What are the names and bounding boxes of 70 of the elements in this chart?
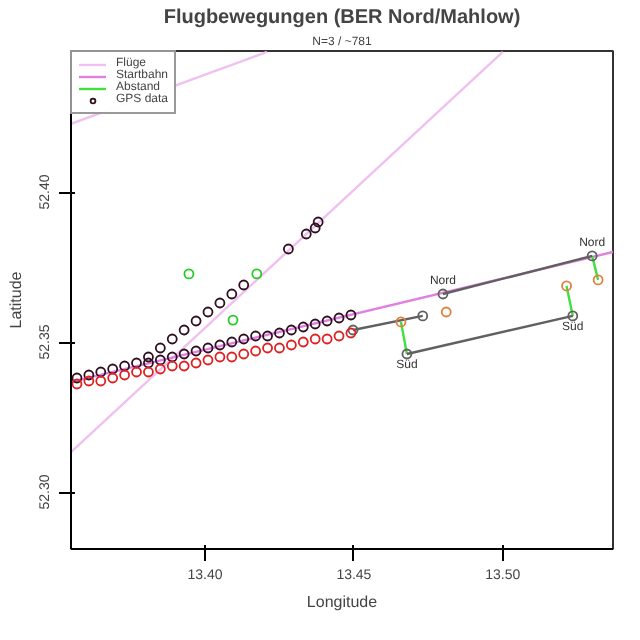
point — [251, 268, 263, 280]
point — [238, 348, 250, 360]
point — [262, 330, 273, 342]
point — [107, 363, 119, 375]
point — [250, 345, 262, 357]
point — [202, 306, 214, 318]
point — [321, 333, 333, 345]
point — [309, 333, 321, 345]
point — [285, 324, 297, 336]
point — [274, 342, 285, 354]
point — [214, 297, 226, 309]
point — [300, 228, 312, 240]
point — [190, 315, 202, 327]
point — [83, 369, 95, 381]
y-axis-title: Latitude — [7, 270, 25, 329]
point — [312, 216, 324, 228]
point — [95, 366, 107, 378]
point — [119, 369, 130, 381]
point — [333, 312, 345, 324]
point — [202, 342, 214, 354]
point — [297, 321, 309, 333]
point — [166, 333, 178, 345]
point — [297, 336, 309, 348]
point — [283, 243, 294, 255]
point — [178, 360, 190, 372]
point — [83, 375, 95, 387]
point — [178, 324, 190, 336]
point — [166, 360, 178, 372]
point — [143, 357, 154, 369]
chart-title: Flugbewegungen (BER Nord/Mahlow) — [163, 7, 521, 29]
point — [214, 339, 226, 351]
point — [227, 314, 239, 326]
point — [154, 354, 166, 366]
point — [154, 342, 166, 354]
point — [226, 336, 238, 348]
point — [238, 279, 250, 291]
point — [143, 351, 154, 363]
point — [131, 357, 142, 369]
point — [131, 366, 142, 378]
point — [154, 363, 166, 375]
point — [166, 351, 178, 363]
point — [395, 316, 407, 328]
point — [561, 280, 572, 292]
point — [178, 348, 190, 360]
point — [226, 351, 238, 363]
point — [107, 372, 119, 384]
point — [238, 333, 250, 345]
point — [183, 268, 195, 280]
point — [119, 360, 130, 372]
point — [226, 288, 238, 300]
point — [190, 357, 202, 369]
point — [274, 327, 285, 339]
point — [214, 351, 226, 363]
point — [71, 372, 83, 384]
point — [95, 375, 107, 387]
point — [592, 274, 604, 286]
point — [309, 222, 321, 234]
point — [321, 315, 333, 327]
point — [333, 330, 345, 342]
point — [202, 354, 214, 366]
point — [440, 306, 452, 318]
point — [190, 345, 202, 357]
point — [250, 330, 262, 342]
point — [71, 378, 83, 390]
point — [309, 318, 321, 330]
point — [143, 366, 154, 378]
point — [285, 339, 297, 351]
point — [262, 342, 273, 354]
point — [345, 309, 357, 321]
x-axis-title: Longitude — [306, 593, 379, 611]
